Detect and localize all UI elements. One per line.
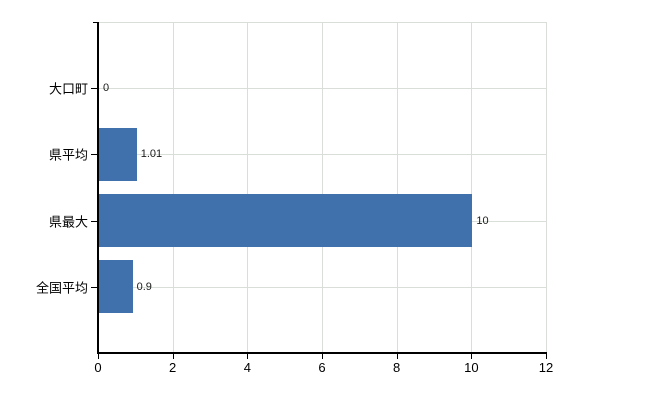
x-tick-label: 4: [243, 360, 251, 375]
x-tick-label: 8: [393, 360, 401, 375]
x-axis-tick: [396, 353, 398, 359]
category-label: 全国平均: [35, 280, 88, 296]
y-axis-tick: [91, 286, 98, 288]
category-label: 大口町: [48, 81, 88, 97]
y-axis-line: [97, 22, 99, 354]
gridline-vertical: [172, 22, 174, 353]
bar: [99, 260, 133, 314]
y-axis-tick: [91, 220, 98, 222]
category-label: 県最大: [48, 214, 88, 230]
gridline-vertical: [247, 22, 249, 353]
category-label: 県平均: [48, 147, 88, 163]
gridline-horizontal: [98, 88, 546, 90]
gridline-vertical: [471, 22, 473, 353]
x-tick-label: 2: [169, 360, 177, 375]
x-axis-tick: [322, 353, 323, 359]
value-label: 10: [476, 214, 489, 227]
x-axis-tick: [98, 353, 99, 359]
x-tick-label: 0: [94, 360, 102, 375]
y-axis-top-tick: [93, 22, 98, 23]
value-label: 0: [103, 82, 110, 95]
gridline-vertical: [396, 22, 398, 353]
gridline-horizontal: [98, 154, 546, 156]
y-axis-tick: [91, 154, 98, 156]
x-tick-label: 6: [318, 360, 326, 375]
value-label: 1.01: [140, 148, 163, 161]
x-axis-tick: [247, 353, 249, 359]
x-tick-label: 10: [464, 360, 479, 375]
x-axis-tick: [546, 353, 547, 359]
gridline-vertical: [546, 22, 547, 353]
x-axis-tick: [172, 353, 174, 359]
gridline-horizontal: [98, 286, 546, 288]
y-axis-tick: [91, 88, 98, 90]
gridline-vertical: [322, 22, 323, 353]
x-axis-line: [97, 352, 547, 354]
bar: [99, 194, 472, 248]
value-label: 0.9: [136, 280, 152, 293]
bar: [99, 127, 137, 181]
x-axis-tick: [471, 353, 473, 359]
x-tick-label: 12: [538, 360, 554, 375]
